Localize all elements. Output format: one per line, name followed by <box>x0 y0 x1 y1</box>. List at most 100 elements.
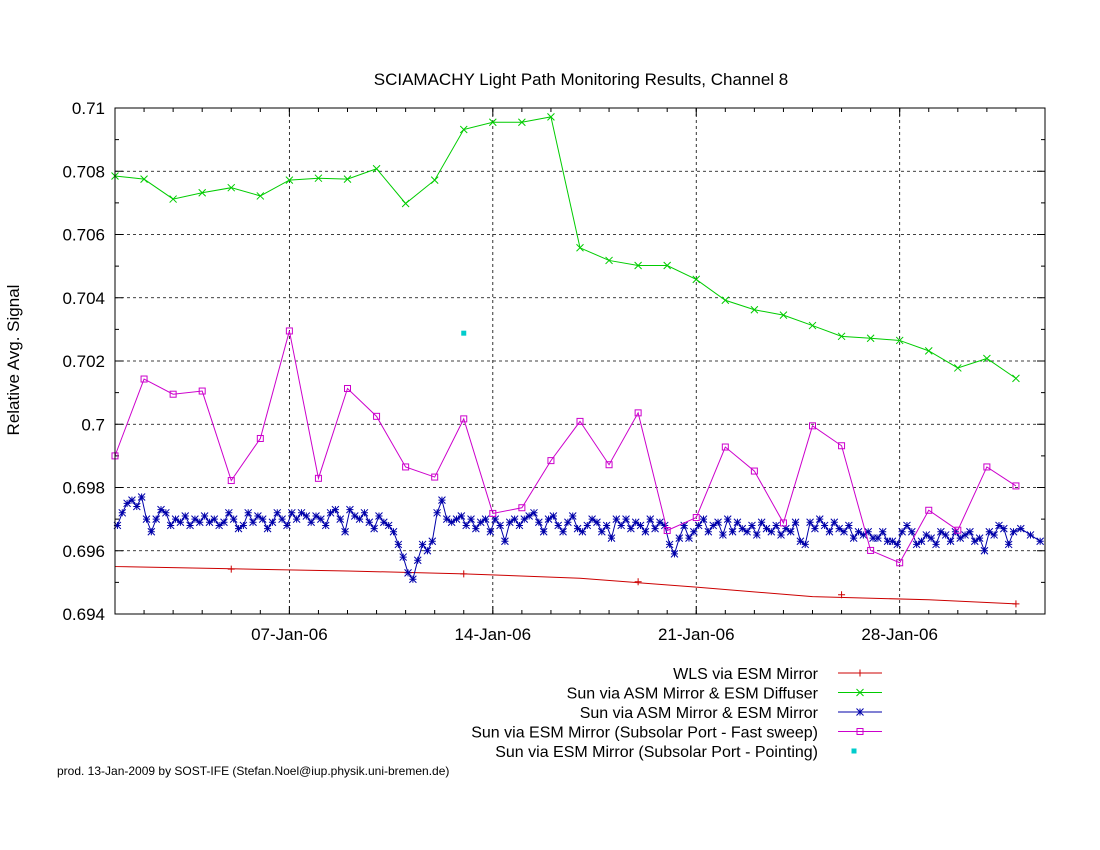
series-5 <box>461 330 467 336</box>
marker-stroke <box>438 496 446 505</box>
marker-stroke <box>152 515 161 523</box>
data-point <box>791 518 800 527</box>
legend-item: WLS via ESM Mirror <box>673 666 882 683</box>
data-point <box>283 521 291 530</box>
marker-shape <box>867 546 875 554</box>
data-point <box>389 527 398 536</box>
data-point <box>1012 374 1020 383</box>
series-line <box>114 330 1017 564</box>
data-point <box>355 515 364 523</box>
data-point <box>302 512 311 520</box>
marker-stroke <box>719 531 727 539</box>
marker-stroke <box>757 518 766 527</box>
marker-shape <box>547 457 555 465</box>
marker-shape <box>461 330 467 336</box>
marker-stroke <box>162 508 170 517</box>
marker-stroke <box>980 546 989 555</box>
data-point <box>888 537 897 546</box>
data-point <box>864 527 873 536</box>
data-point <box>198 188 207 197</box>
marker-stroke <box>457 512 466 520</box>
x-tick-label: 07-Jan-06 <box>251 625 328 644</box>
data-point <box>510 515 519 523</box>
marker-stroke <box>198 188 207 197</box>
marker-stroke <box>312 512 320 520</box>
data-point <box>142 515 151 523</box>
series-2 <box>111 113 1020 383</box>
series-line <box>114 116 1017 379</box>
marker-stroke <box>331 505 340 514</box>
marker-shape <box>721 443 729 451</box>
marker-stroke <box>307 518 316 527</box>
marker-stroke <box>966 527 974 536</box>
legend-item: Sun via ESM Mirror (Subsolar Port - Poin… <box>495 744 857 761</box>
marker-stroke <box>838 591 846 599</box>
data-point <box>990 531 998 539</box>
marker-stroke <box>627 524 635 533</box>
marker-stroke <box>917 537 926 546</box>
data-point <box>534 518 543 527</box>
data-point <box>341 527 349 536</box>
legend-marker <box>856 688 864 697</box>
marker-stroke <box>442 515 451 523</box>
y-tick-label: 0.702 <box>62 352 105 371</box>
marker-stroke <box>685 534 693 542</box>
marker-stroke <box>326 508 335 517</box>
marker-stroke <box>723 515 732 523</box>
marker-stroke <box>895 336 904 345</box>
marker-stroke <box>651 524 659 533</box>
marker-stroke <box>1012 374 1020 383</box>
marker-stroke <box>404 569 412 577</box>
data-point <box>728 527 737 536</box>
data-point <box>438 496 446 505</box>
data-point <box>442 515 451 523</box>
data-point <box>198 387 206 395</box>
marker-stroke <box>568 512 577 520</box>
y-tick-label: 0.708 <box>62 162 105 181</box>
data-point <box>227 565 235 573</box>
series-3 <box>113 493 1045 584</box>
data-point <box>576 417 584 425</box>
marker-stroke <box>452 515 461 523</box>
data-point <box>733 518 742 527</box>
data-point <box>605 256 613 265</box>
marker-stroke <box>806 518 814 527</box>
marker-stroke <box>166 521 175 530</box>
marker-stroke <box>147 527 156 536</box>
marker-stroke <box>488 118 497 127</box>
marker-stroke <box>341 527 349 536</box>
marker-stroke <box>692 275 701 284</box>
marker-shape <box>663 527 671 535</box>
marker-stroke <box>401 199 410 208</box>
marker-stroke <box>733 518 742 527</box>
data-point <box>195 518 204 527</box>
marker-stroke <box>360 508 369 517</box>
data-point <box>692 275 701 284</box>
data-point <box>937 527 945 536</box>
marker-stroke <box>680 521 688 530</box>
marker-shape <box>576 417 584 425</box>
data-point <box>220 518 228 527</box>
data-point <box>932 540 940 549</box>
data-point <box>786 527 795 536</box>
data-point <box>346 505 354 514</box>
data-point <box>985 527 994 536</box>
marker-stroke <box>656 518 664 527</box>
chart-title: SCIAMACHY Light Path Monitoring Results,… <box>374 70 789 89</box>
marker-stroke <box>665 540 674 549</box>
data-point <box>907 527 916 536</box>
marker-stroke <box>777 531 785 539</box>
data-point <box>292 515 301 523</box>
data-point <box>229 515 238 523</box>
data-point <box>394 540 403 549</box>
legend-item: Sun via ESM Mirror (Subsolar Port - Fast… <box>471 725 882 742</box>
marker-stroke <box>244 508 253 517</box>
marker-stroke <box>953 364 962 372</box>
marker-stroke <box>409 575 417 584</box>
data-point <box>365 518 374 527</box>
marker-stroke <box>285 176 294 184</box>
data-point <box>350 512 359 520</box>
data-point <box>656 518 664 527</box>
marker-stroke <box>576 243 584 252</box>
marker-stroke <box>689 527 698 536</box>
